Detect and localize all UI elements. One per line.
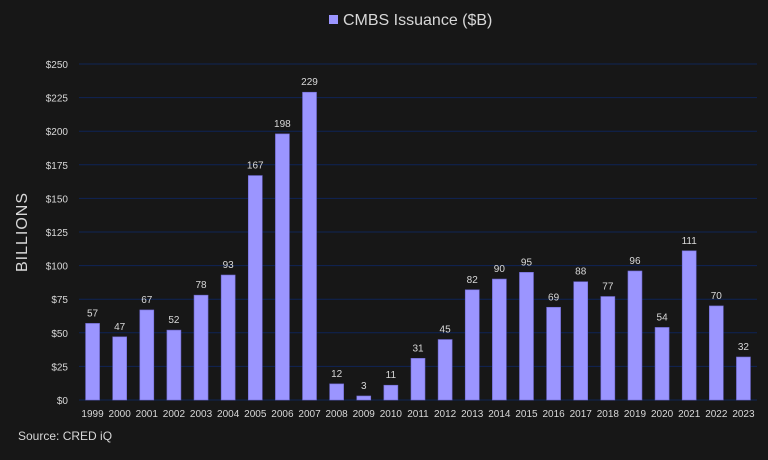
data-label: 77 xyxy=(602,282,614,293)
bar xyxy=(302,91,317,401)
x-tick-label: 2009 xyxy=(353,409,376,420)
y-tick-label: $150 xyxy=(46,194,69,205)
data-label: 82 xyxy=(467,275,479,286)
data-label: 47 xyxy=(114,322,126,333)
x-tick-label: 2014 xyxy=(488,409,511,420)
x-tick-label: 2017 xyxy=(570,409,593,420)
bar xyxy=(437,339,453,401)
source-note: Source: CRED iQ xyxy=(18,429,113,443)
x-tick-label: 2013 xyxy=(461,409,484,420)
data-label: 88 xyxy=(575,267,587,278)
data-label: 111 xyxy=(682,236,698,247)
x-tick-label: 2020 xyxy=(651,409,674,420)
bar xyxy=(329,383,344,401)
data-label: 32 xyxy=(738,342,750,353)
x-tick-label: 2023 xyxy=(732,409,755,420)
y-tick-label: $250 xyxy=(46,60,69,71)
y-tick-label: $25 xyxy=(51,362,68,373)
x-tick-label: 1999 xyxy=(81,409,104,420)
data-label: 52 xyxy=(168,315,180,326)
bar xyxy=(383,384,399,401)
bar xyxy=(681,250,697,401)
bar xyxy=(410,358,426,401)
data-label: 198 xyxy=(274,119,291,130)
legend-label: CMBS Issuance ($B) xyxy=(343,12,492,29)
data-label: 11 xyxy=(386,370,397,381)
x-tick-label: 2005 xyxy=(244,409,267,420)
data-label: 54 xyxy=(657,312,669,323)
legend-swatch xyxy=(329,15,338,24)
y-tick-label: $200 xyxy=(46,127,69,138)
bar xyxy=(519,272,534,401)
bar xyxy=(464,289,480,401)
bar xyxy=(85,323,100,401)
bar xyxy=(736,356,751,401)
data-label: 70 xyxy=(711,291,723,302)
y-axis-label: BILLIONS xyxy=(14,192,31,272)
data-label: 3 xyxy=(361,381,367,392)
data-label: 95 xyxy=(521,257,533,268)
x-tick-label: 2019 xyxy=(624,409,647,420)
x-tick-label: 2006 xyxy=(271,409,294,420)
bar xyxy=(247,175,263,401)
data-label: 78 xyxy=(195,280,207,291)
bar xyxy=(654,327,670,401)
bar xyxy=(193,294,209,401)
data-label: 90 xyxy=(494,264,506,275)
x-tick-label: 2018 xyxy=(597,409,620,420)
bar xyxy=(220,274,236,401)
x-tick-label: 2016 xyxy=(542,409,565,420)
x-tick-label: 2010 xyxy=(380,409,403,420)
x-tick-label: 2001 xyxy=(136,409,159,420)
data-label: 96 xyxy=(629,256,641,267)
x-tick-label: 2002 xyxy=(163,409,186,420)
data-label: 31 xyxy=(412,343,424,354)
y-tick-label: $0 xyxy=(57,396,69,407)
x-tick-label: 2022 xyxy=(705,409,728,420)
x-tick-label: 2012 xyxy=(434,409,457,420)
data-label: 69 xyxy=(548,292,560,303)
data-label: 93 xyxy=(223,260,235,271)
x-tick-label: 2004 xyxy=(217,409,240,420)
data-label: 67 xyxy=(141,295,153,306)
bar xyxy=(573,281,589,401)
bar xyxy=(166,329,182,401)
data-label: 57 xyxy=(87,308,99,319)
bar xyxy=(546,306,561,401)
bar xyxy=(600,296,616,401)
y-tick-label: $75 xyxy=(51,295,68,306)
bar xyxy=(139,309,155,401)
x-tick-label: 2007 xyxy=(298,409,321,420)
data-label: 167 xyxy=(247,161,264,172)
y-tick-label: $100 xyxy=(46,262,69,273)
y-tick-label: $125 xyxy=(46,228,69,239)
x-tick-label: 2000 xyxy=(109,409,132,420)
x-tick-label: 2021 xyxy=(678,409,701,420)
bar xyxy=(492,278,507,401)
data-label: 229 xyxy=(301,77,318,88)
data-label: 12 xyxy=(331,369,343,380)
y-tick-label: $175 xyxy=(46,161,69,172)
x-tick-label: 2003 xyxy=(190,409,213,420)
y-tick-label: $225 xyxy=(46,94,69,105)
bar xyxy=(709,305,724,401)
y-tick-label: $50 xyxy=(51,329,68,340)
x-tick-label: 2015 xyxy=(515,409,538,420)
x-tick-label: 2011 xyxy=(407,409,429,420)
x-tick-label: 2008 xyxy=(326,409,349,420)
bar xyxy=(112,336,127,401)
bar xyxy=(275,133,290,401)
bar xyxy=(627,270,643,401)
bar xyxy=(356,395,372,401)
data-label: 45 xyxy=(440,325,452,336)
